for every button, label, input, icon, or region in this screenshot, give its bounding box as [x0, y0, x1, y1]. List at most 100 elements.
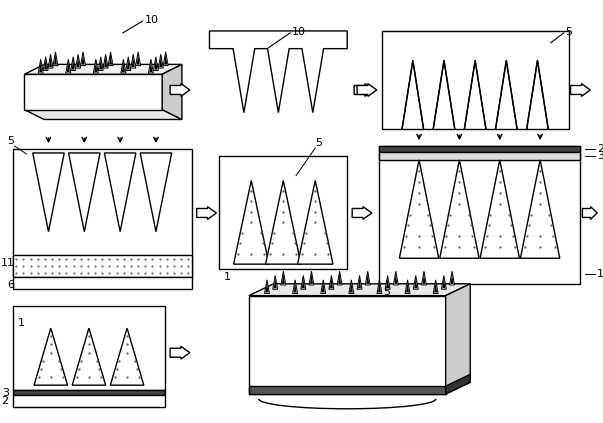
Polygon shape	[154, 59, 157, 69]
Polygon shape	[43, 57, 48, 71]
Polygon shape	[520, 160, 560, 258]
Polygon shape	[153, 57, 159, 71]
Bar	[219, 156, 347, 269]
Polygon shape	[103, 54, 108, 68]
Text: 5: 5	[384, 287, 391, 297]
Polygon shape	[423, 273, 426, 284]
Polygon shape	[98, 57, 103, 71]
Polygon shape	[338, 273, 341, 284]
Polygon shape	[386, 277, 389, 288]
Polygon shape	[480, 160, 519, 258]
Polygon shape	[350, 282, 353, 293]
Polygon shape	[582, 206, 597, 220]
Polygon shape	[54, 54, 57, 65]
Polygon shape	[126, 57, 131, 71]
Polygon shape	[310, 273, 313, 284]
Polygon shape	[170, 346, 190, 359]
Polygon shape	[352, 206, 372, 220]
Polygon shape	[265, 280, 270, 294]
Polygon shape	[34, 328, 68, 385]
Polygon shape	[209, 31, 347, 113]
Text: 3: 3	[597, 151, 603, 161]
Polygon shape	[93, 59, 98, 73]
Polygon shape	[357, 275, 362, 289]
Polygon shape	[53, 52, 58, 66]
Polygon shape	[434, 282, 437, 293]
Polygon shape	[44, 59, 47, 69]
Polygon shape	[140, 153, 172, 232]
Polygon shape	[292, 280, 297, 294]
Bar	[379, 152, 581, 160]
Polygon shape	[148, 59, 153, 73]
Polygon shape	[378, 282, 381, 293]
Polygon shape	[67, 61, 70, 72]
Polygon shape	[365, 271, 370, 285]
Polygon shape	[94, 61, 97, 72]
Bar	[13, 306, 165, 390]
Polygon shape	[322, 282, 324, 293]
Polygon shape	[38, 59, 43, 73]
Polygon shape	[297, 181, 333, 264]
Polygon shape	[385, 275, 390, 289]
Polygon shape	[33, 153, 65, 232]
Polygon shape	[104, 153, 136, 232]
Bar	[382, 31, 569, 129]
Polygon shape	[321, 280, 326, 294]
Polygon shape	[302, 277, 305, 288]
Polygon shape	[137, 54, 140, 65]
Polygon shape	[273, 275, 277, 289]
Polygon shape	[164, 54, 167, 65]
Polygon shape	[366, 273, 369, 284]
Polygon shape	[309, 271, 314, 285]
Polygon shape	[25, 110, 182, 119]
Polygon shape	[358, 277, 361, 288]
Bar	[13, 277, 192, 289]
Polygon shape	[121, 59, 126, 73]
Polygon shape	[405, 280, 410, 294]
Bar	[249, 386, 446, 394]
Polygon shape	[104, 56, 107, 67]
Polygon shape	[81, 52, 86, 66]
Polygon shape	[450, 273, 453, 284]
Polygon shape	[433, 280, 438, 294]
Text: 5: 5	[8, 136, 14, 146]
Polygon shape	[329, 275, 334, 289]
Polygon shape	[110, 328, 144, 385]
Polygon shape	[66, 59, 71, 73]
Polygon shape	[159, 56, 162, 67]
Polygon shape	[265, 282, 268, 293]
Text: 1: 1	[597, 269, 603, 279]
Bar	[13, 390, 165, 395]
Polygon shape	[354, 84, 374, 96]
Polygon shape	[393, 271, 399, 285]
Polygon shape	[249, 296, 446, 394]
Polygon shape	[48, 54, 53, 68]
Polygon shape	[170, 84, 190, 96]
Polygon shape	[99, 59, 103, 69]
Polygon shape	[281, 271, 286, 285]
Text: 11: 11	[1, 258, 14, 268]
Text: 10: 10	[292, 27, 306, 37]
Polygon shape	[77, 56, 80, 67]
Text: 10: 10	[145, 15, 159, 25]
Polygon shape	[127, 59, 130, 69]
Polygon shape	[446, 284, 470, 394]
Polygon shape	[414, 277, 417, 288]
Text: 3: 3	[2, 387, 8, 398]
Polygon shape	[274, 277, 277, 288]
Bar	[13, 255, 192, 277]
Bar	[13, 395, 165, 407]
Polygon shape	[159, 54, 163, 68]
Polygon shape	[443, 277, 446, 288]
Polygon shape	[162, 64, 182, 119]
Text: 6: 6	[8, 280, 14, 290]
Polygon shape	[136, 52, 140, 66]
Polygon shape	[75, 54, 81, 68]
Polygon shape	[399, 160, 439, 258]
Polygon shape	[265, 181, 301, 264]
Bar	[379, 146, 581, 284]
Polygon shape	[25, 74, 162, 110]
Polygon shape	[249, 284, 470, 296]
Polygon shape	[301, 275, 306, 289]
Polygon shape	[282, 273, 285, 284]
